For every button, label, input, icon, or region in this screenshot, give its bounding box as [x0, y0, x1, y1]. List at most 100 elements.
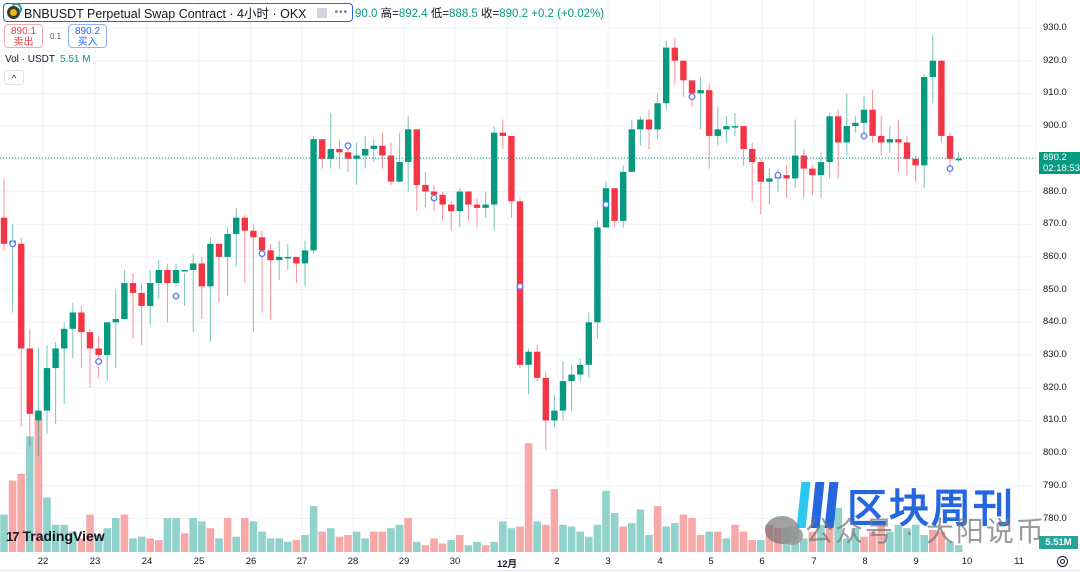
- time-axis-label: 2: [554, 556, 560, 567]
- candle: [869, 90, 876, 143]
- candle: [344, 145, 352, 172]
- volume-bar: [954, 545, 963, 552]
- candle: [585, 312, 592, 378]
- volume-bar: [370, 531, 378, 552]
- volume-bar: [722, 538, 731, 552]
- candle: [224, 227, 231, 297]
- volume-bar: [447, 540, 455, 552]
- candle: [362, 135, 369, 169]
- watermark-blue: 区块周刊: [796, 476, 1015, 534]
- candle: [207, 237, 214, 342]
- price-axis-label: 910.0: [1043, 87, 1067, 99]
- volume-bar: [404, 518, 412, 552]
- candle: [792, 119, 799, 189]
- volume-bar: [937, 531, 946, 552]
- event-marker-icon[interactable]: [430, 194, 438, 202]
- candle: [35, 348, 42, 457]
- event-marker-icon[interactable]: [688, 93, 696, 101]
- volume-bar: [275, 538, 283, 552]
- volume-bar: [920, 535, 928, 552]
- volume-bar: [172, 518, 180, 552]
- more-options-icon[interactable]: •••: [334, 7, 349, 18]
- symbol-legend: BNBUSDT Perpetual Swap Contract · 4小时 · …: [3, 3, 604, 22]
- buy-button[interactable]: 890.2 买入: [68, 24, 107, 48]
- candle: [129, 273, 137, 339]
- volume-bar: [533, 521, 541, 552]
- sell-button[interactable]: 890.1 卖出: [4, 24, 43, 48]
- candle: [0, 178, 8, 251]
- candle: [276, 240, 283, 280]
- volume-bar: [576, 531, 584, 552]
- volume-bar: [327, 528, 335, 552]
- event-marker-icon[interactable]: [95, 358, 103, 365]
- event-marker-icon[interactable]: [946, 165, 954, 173]
- price-axis-label: 820.0: [1043, 381, 1067, 393]
- candle: [267, 243, 274, 320]
- watermark-blue-text: 区块周刊: [847, 487, 1015, 531]
- volume-bar: [198, 521, 206, 552]
- volume-bar: [249, 521, 258, 552]
- volume-bar: [60, 524, 68, 552]
- open-value: 90.0: [355, 7, 378, 20]
- candle: [379, 132, 386, 169]
- candle: [680, 60, 687, 97]
- candle: [456, 188, 463, 228]
- candle: [534, 345, 541, 382]
- candle: [663, 41, 670, 110]
- volume-bar: [507, 528, 516, 552]
- wechat-icon: [765, 516, 803, 545]
- volume-bar: [834, 507, 842, 552]
- candle: [611, 188, 618, 228]
- event-marker-icon[interactable]: [602, 201, 610, 209]
- price-axis-label: 850.0: [1043, 283, 1067, 295]
- event-marker-icon[interactable]: [344, 142, 352, 150]
- candle: [147, 269, 154, 326]
- price-axis-label: 900.0: [1043, 120, 1067, 132]
- event-marker-icon[interactable]: [860, 132, 868, 140]
- candle: [465, 191, 472, 221]
- candle: [645, 109, 653, 149]
- volume-bar: [808, 531, 817, 552]
- candle: [9, 224, 16, 313]
- time-axis-label: 29: [398, 556, 410, 567]
- volume-bar: [94, 535, 103, 552]
- candle: [138, 283, 145, 346]
- symbol-title-box[interactable]: BNBUSDT Perpetual Swap Contract · 4小时 · …: [3, 3, 354, 22]
- volume-bar: [903, 528, 911, 552]
- price-axis-label: 830.0: [1043, 349, 1067, 360]
- tradingview-logo[interactable]: 17 TradingView: [6, 528, 105, 544]
- volume-bar: [473, 541, 481, 552]
- event-marker-icon[interactable]: [516, 282, 524, 290]
- buy-label: 买入: [77, 37, 98, 48]
- collapse-legend-button[interactable]: ^: [4, 70, 24, 85]
- event-marker-icon[interactable]: [172, 292, 180, 300]
- candle: [938, 60, 945, 143]
- volume-bar: [387, 528, 395, 552]
- candle: [422, 171, 429, 208]
- volume-bar: [567, 526, 576, 552]
- price-axis-label: 930.0: [1043, 22, 1067, 33]
- event-marker-icon[interactable]: [258, 250, 266, 258]
- volume-bar: [593, 524, 602, 552]
- candle: [310, 135, 317, 254]
- flag-icon[interactable]: [316, 7, 327, 18]
- event-marker-icon[interactable]: [774, 171, 782, 179]
- volume-bar: [189, 518, 197, 552]
- candle: [800, 148, 807, 199]
- candle: [370, 139, 377, 163]
- volume-bar: [499, 521, 507, 552]
- settings-gear-icon[interactable]: [1057, 556, 1068, 567]
- volume-legend[interactable]: Vol · USDT 5.51 M: [5, 54, 91, 65]
- candle: [628, 119, 635, 172]
- symbol-title: BNBUSDT Perpetual Swap Contract · 4小时 · …: [24, 7, 307, 21]
- sell-label: 卖出: [13, 37, 34, 48]
- volume-bar: [421, 545, 430, 552]
- event-marker-icon[interactable]: [9, 240, 17, 248]
- volume-bar: [284, 541, 292, 552]
- volume-bar: [817, 524, 825, 552]
- volume-bar: [490, 541, 498, 552]
- candle: [929, 34, 936, 104]
- volume-value: 5.51 M: [60, 54, 91, 65]
